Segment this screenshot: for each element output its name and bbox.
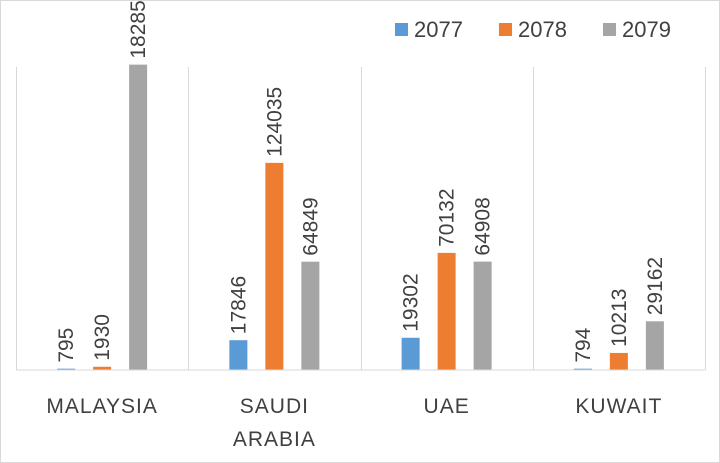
data-label: 795 [55,328,78,363]
legend-swatch [499,23,512,36]
category-label: ARABIA [233,428,316,451]
legend-label: 2077 [414,17,463,42]
bar-2079 [645,321,664,370]
data-label: 29162 [644,257,667,315]
category-label: KUWAIT [575,395,662,418]
data-labels: 795 1930 182850 17846 124035 64849 19302 70132 6… [55,1,667,363]
bar-2078 [437,252,456,370]
data-label: 17846 [227,276,250,334]
legend-swatch [603,23,616,36]
category-separators [16,67,706,370]
bar-2077 [229,340,248,370]
bar-2079 [473,261,492,370]
data-label: 794 [572,327,595,362]
bar-2077 [57,368,76,370]
data-label: 70132 [436,188,459,246]
bar-2078 [93,366,112,370]
bar-2077 [573,368,592,370]
category-axis-labels: MALAYSIA SAUDI ARABIA UAE KUWAIT [46,395,662,451]
bar-2079 [301,261,320,370]
data-label: 19302 [400,273,423,331]
bars [57,64,664,370]
legend-label: 2079 [622,17,671,42]
legend: 2077 2078 2079 [395,17,671,42]
bar-2077 [401,337,420,370]
category-label: MALAYSIA [46,395,157,418]
bar-2079 [129,64,148,370]
bar-2078 [265,162,284,370]
data-label: 182850 [127,1,150,59]
data-label: 10213 [608,289,631,347]
legend-label: 2078 [518,17,567,42]
category-label: UAE [424,395,470,418]
bar-2078 [609,352,628,370]
data-label: 124035 [263,87,286,157]
data-label: 64849 [299,197,322,255]
data-label: 64908 [472,197,495,255]
legend-swatch [395,23,408,36]
data-label: 1930 [91,314,114,361]
category-label: SAUDI [240,395,309,418]
